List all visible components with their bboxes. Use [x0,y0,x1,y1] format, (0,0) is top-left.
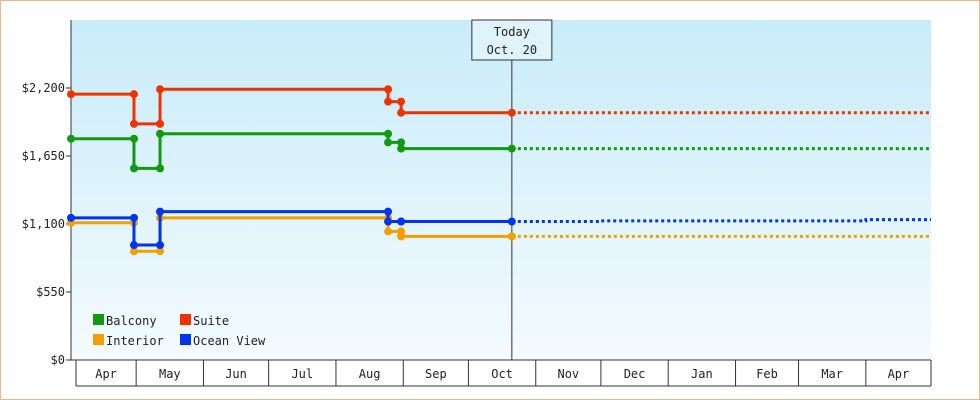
data-point-balcony [397,138,406,147]
data-point-interior [507,232,516,241]
data-point-interior [397,232,406,241]
data-point-ocean-view [397,217,406,226]
series-line-suite [71,87,512,126]
legend-swatch-interior [93,334,104,345]
data-point-suite [129,90,138,99]
data-point-suite [384,85,393,94]
x-tick-label: Apr [888,367,910,381]
y-tick-label: $1,100 [22,217,65,231]
data-point-suite [129,119,138,128]
data-point-ocean-view [156,241,165,250]
x-tick-label: Apr [95,367,117,381]
x-tick-label: Jul [291,367,313,381]
data-point-balcony [129,134,138,143]
plot-area [71,20,931,360]
data-point-balcony [67,134,75,143]
data-point-balcony [397,144,406,153]
data-point-suite [67,90,75,99]
legend-swatch-balcony [93,314,104,325]
x-tick-label: Mar [821,367,843,381]
data-point-interior [129,247,138,256]
x-tick-label: Jun [225,367,247,381]
data-point-balcony [507,144,516,153]
data-point-ocean-view [67,213,75,222]
x-tick-label: Sep [425,367,447,381]
today-date-label: Oct. 20 [487,43,538,57]
data-point-balcony [129,164,138,173]
y-tick-label: $0 [51,353,65,367]
x-tick-label: Oct [491,367,513,381]
data-point-suite [507,108,516,117]
legend-label-balcony: Balcony [106,314,157,328]
legend-label-ocean-view: Ocean View [193,334,266,348]
today-label: Today [494,25,530,39]
legend-swatch-ocean-view [180,334,191,345]
data-point-balcony [156,164,165,173]
y-tick-label: $550 [36,285,65,299]
data-point-balcony [384,138,393,147]
data-point-suite [397,97,406,106]
data-point-suite [156,85,165,94]
data-point-suite [384,97,393,106]
x-tick-label: Feb [756,367,778,381]
legend-label-suite: Suite [193,314,229,328]
data-point-ocean-view [384,207,393,216]
x-tick-label: Nov [557,367,579,381]
series-forecast-ocean-view [511,218,931,224]
y-tick-label: $1,650 [22,149,65,163]
data-point-ocean-view [384,217,393,226]
data-point-suite [397,108,406,117]
x-tick-label: Aug [359,367,381,381]
data-point-ocean-view [129,241,138,250]
data-point-interior [384,227,393,236]
today-box [471,19,553,61]
data-point-ocean-view [507,217,516,226]
data-point-ocean-view [156,207,165,216]
data-point-interior [156,247,165,256]
x-tick-label: Dec [624,367,646,381]
legend-swatch-suite [180,314,191,325]
y-tick-label: $2,200 [22,81,65,95]
data-point-ocean-view [129,213,138,222]
x-tick-label: May [159,367,181,381]
legend-label-interior: Interior [106,334,164,348]
data-point-balcony [384,129,393,138]
data-point-balcony [156,129,165,138]
data-point-suite [156,119,165,128]
x-tick-label: Jan [691,367,713,381]
